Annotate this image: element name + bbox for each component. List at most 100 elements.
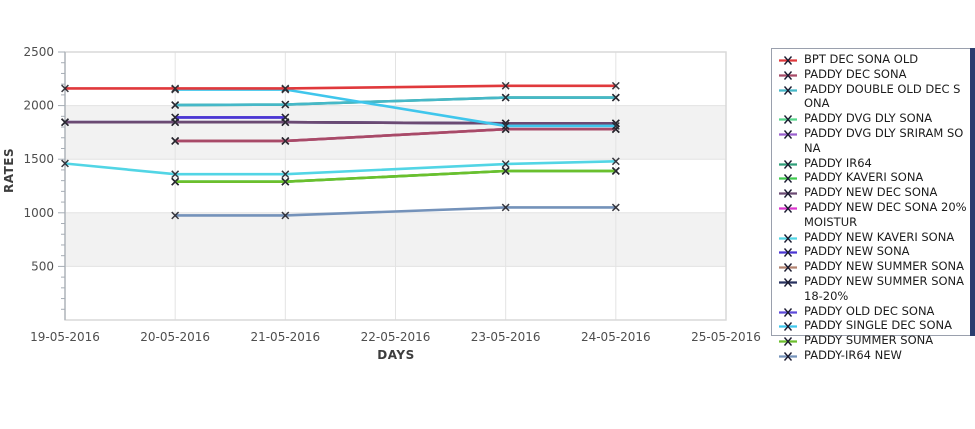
legend-item: PADDY DVG DLY SRIRAM SONA [779,126,974,156]
data-point-marker-paddy-new-dec-sona [61,118,69,127]
data-point-marker-paddy-double-old-dec-sona [501,93,510,102]
data-point-marker-bpt-dec-sona-old [611,81,620,90]
legend-marker-icon [779,54,797,65]
series-line-paddy-summer-sona [175,169,616,184]
legend-marker-icon [779,158,797,169]
legend-label: PADDY SINGLE DEC SONA [804,318,952,333]
legend-item: PADDY IR64 [779,156,974,171]
data-point-marker-paddy-double-old-dec-sona [171,101,180,109]
legend-label: PADDY NEW SONA [804,244,910,259]
data-point-marker-bpt-dec-sona-old [281,84,290,93]
data-point-marker-paddy-ir64-new [611,203,620,212]
legend-marker-icon [779,335,797,347]
data-point-marker-paddy-dec-sona [171,137,180,145]
x-tick-label: 24-05-2016 [581,330,651,344]
legend-label: PADDY NEW DEC SONA [804,185,938,200]
data-point-marker-paddy-ir64-new [281,211,290,220]
legend-item: PADDY NEW SONA [779,244,974,259]
data-point-marker-paddy-new-kaveri-sona [611,157,620,166]
data-point-marker-paddy-new-kaveri-sona [171,170,180,179]
x-tick-label: 19-05-2016 [30,330,100,344]
chart-legend: BPT DEC SONA OLD PADDY DEC SONA PADDY DOUB… [771,48,975,362]
legend-label: BPT DEC SONA OLD [804,52,919,66]
legend-label: PADDY DOUBLE OLD DEC SONA [804,81,961,111]
legend-item: PADDY SINGLE DEC SONA [779,318,974,333]
legend-item: PADDY NEW KAVERI SONA [779,230,974,245]
legend-item: PADDY DEC SONA [779,67,974,82]
series-line-paddy-double-old-dec-sona [175,96,616,107]
x-tick-label: 20-05-2016 [140,330,210,344]
data-point-marker-paddy-summer-sona [171,177,180,186]
legend-label: PADDY NEW DEC SONA 20% MOISTUR [804,199,967,229]
legend-label: PADDY KAVERI SONA [804,170,924,185]
series-line-paddy-dec-sona [175,127,616,143]
legend-marker-icon [779,128,797,139]
x-tick-label: 21-05-2016 [250,330,320,344]
data-point-marker-paddy-double-old-dec-sona [611,93,620,102]
legend-marker-icon [779,306,797,317]
legend-item: PADDY NEW SUMMER SONA 18-20% [779,274,974,304]
legend-label: PADDY OLD DEC SONA [804,303,935,318]
legend-marker-icon [779,187,797,199]
data-point-marker-paddy-summer-sona [501,167,510,175]
legend-label: PADDY NEW SUMMER SONA 18-20% [804,273,965,303]
data-point-marker-paddy-ir64-new [171,211,180,220]
series-line-paddy-new-dec-sona [65,120,616,125]
data-point-marker-paddy-ir64-new [501,203,510,212]
legend-label: PADDY SUMMER SONA [804,333,934,348]
legend-marker-icon [779,202,797,213]
data-point-marker-bpt-dec-sona-old [61,84,69,93]
legend-marker-icon [779,246,797,258]
y-tick-label: 1500 [23,152,54,166]
data-point-marker-paddy-double-old-dec-sona [281,100,290,109]
legend-marker-icon [779,69,797,80]
legend-item: BPT DEC SONA OLD [779,52,974,67]
legend-item: PADDY DVG DLY SONA [779,111,974,126]
legend-marker-icon [779,350,797,361]
data-point-marker-bpt-dec-sona-old [501,81,510,90]
data-point-marker-paddy-single-dec-sona [501,122,510,130]
x-tick-label: 23-05-2016 [471,330,541,344]
legend-marker-icon [779,276,797,287]
legend-marker-icon [779,320,797,332]
data-point-marker-paddy-new-dec-sona [171,118,180,127]
legend-item: PADDY KAVERI SONA [779,170,974,185]
legend-label: PADDY IR64 [804,155,872,170]
legend-label: PADDY NEW SUMMER SONA [804,259,965,274]
x-axis-title: DAYS [377,348,415,362]
data-point-marker-paddy-new-kaveri-sona [501,160,510,168]
series-line-bpt-dec-sona-old [65,84,616,90]
legend-item: PADDY-IR64 NEW [779,348,974,363]
data-point-marker-paddy-summer-sona [281,177,290,186]
data-point-marker-paddy-single-dec-sona [611,122,620,130]
series-line-paddy-ir64-new [175,206,616,217]
legend-item: PADDY OLD DEC SONA [779,304,974,319]
legend-label: PADDY DVG DLY SRIRAM SONA [804,125,964,155]
legend-label: PADDY NEW KAVERI SONA [804,229,955,244]
data-point-marker-paddy-summer-sona [611,167,620,175]
x-tick-label: 25-05-2016 [691,330,761,344]
legend-marker-icon [779,261,797,273]
legend-label: PADDY DVG DLY SONA [804,111,933,126]
legend-item: PADDY SUMMER SONA [779,333,974,348]
data-point-marker-paddy-new-kaveri-sona [281,170,290,179]
legend-item: PADDY NEW SUMMER SONA [779,259,974,274]
data-point-marker-paddy-new-dec-sona [281,118,290,127]
legend-marker-icon [779,113,797,125]
legend-item: PADDY DOUBLE OLD DEC SONA [779,82,974,112]
y-axis-title: RATES [2,147,16,193]
legend-marker-icon [779,172,797,184]
y-tick-label: 500 [31,259,54,273]
legend-item: PADDY NEW DEC SONA 20% MOISTUR [779,200,974,230]
legend-label: PADDY-IR64 NEW [804,347,902,362]
legend-marker-icon [779,232,797,243]
legend-item: PADDY NEW DEC SONA [779,185,974,200]
legend-right-edge [970,48,975,336]
data-point-marker-paddy-new-kaveri-sona [61,159,69,168]
x-tick-label: 22-05-2016 [361,330,431,344]
legend-label: PADDY DEC SONA [804,66,907,81]
data-point-marker-bpt-dec-sona-old [171,84,180,93]
y-tick-label: 1000 [23,206,54,220]
